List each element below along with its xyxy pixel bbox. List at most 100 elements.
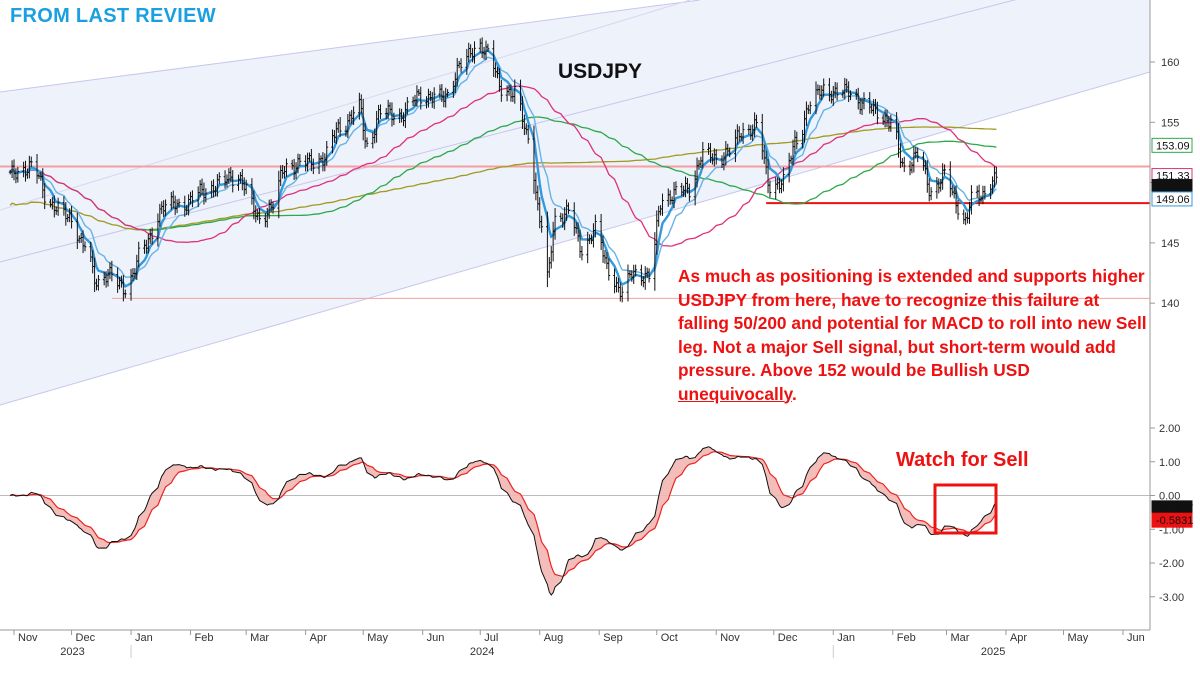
price-bar xyxy=(298,154,302,166)
price-bar xyxy=(16,167,20,183)
price-bar xyxy=(137,241,141,268)
price-tick-label: 155 xyxy=(1161,117,1179,129)
month-label: Sep xyxy=(603,632,623,644)
macd-tick-label: 1.00 xyxy=(1159,457,1180,469)
value-tag: -0.1887 xyxy=(1151,500,1193,516)
price-bar xyxy=(593,214,597,238)
price-bar xyxy=(392,112,396,126)
month-label: Jun xyxy=(427,632,445,644)
macd-tick-label: -2.00 xyxy=(1159,558,1184,570)
month-label: May xyxy=(367,632,388,644)
ma-fast-line xyxy=(9,49,998,288)
price-bar xyxy=(889,114,893,132)
svg-text:153.09: 153.09 xyxy=(1156,140,1190,152)
price-bar xyxy=(123,289,127,299)
price-bar xyxy=(164,199,167,217)
watch-for-sell-box xyxy=(933,483,998,535)
price-bar xyxy=(97,275,100,291)
macd-histogram-fill xyxy=(10,446,997,595)
month-label: Dec xyxy=(76,632,96,644)
month-label: Mar xyxy=(950,632,969,644)
price-bar xyxy=(499,79,503,102)
price-bar xyxy=(540,215,544,233)
price-bar xyxy=(580,245,584,261)
price-bar xyxy=(607,258,611,281)
price-bar xyxy=(916,147,920,163)
macd-tick-label: -3.00 xyxy=(1159,592,1184,604)
price-bar xyxy=(526,124,530,144)
channel-top-line xyxy=(0,0,701,93)
price-bar xyxy=(43,182,47,210)
price-bar xyxy=(285,158,288,177)
price-bar xyxy=(647,268,651,283)
price-bar xyxy=(956,200,960,220)
price-bar xyxy=(29,156,33,168)
month-label: May xyxy=(1068,632,1089,644)
year-label: 2023 xyxy=(60,646,84,658)
price-bar xyxy=(352,106,356,125)
price-bar xyxy=(943,164,946,176)
macd-ticks: 2.001.000.00-1.00-2.00-3.00 xyxy=(1150,423,1184,604)
ma200-line xyxy=(9,126,997,231)
price-tick-label: 160 xyxy=(1161,57,1179,69)
price-bar xyxy=(634,264,638,277)
year-label: 2024 xyxy=(470,646,494,658)
value-tag: 153.09 xyxy=(1151,137,1193,153)
price-bar xyxy=(994,166,998,184)
svg-text:-0.1887: -0.1887 xyxy=(1156,503,1193,515)
price-bar xyxy=(714,149,718,165)
svg-text:149.84: 149.84 xyxy=(1156,182,1190,194)
price-bar xyxy=(741,122,745,144)
macd-line xyxy=(9,446,997,596)
price-tick-label: 140 xyxy=(1161,298,1179,310)
price-bar xyxy=(567,202,570,214)
header-label: FROM LAST REVIEW xyxy=(10,5,216,27)
price-bar xyxy=(446,89,450,98)
channel-upper-line xyxy=(0,0,691,211)
price-bar xyxy=(620,286,624,303)
month-label: Apr xyxy=(310,632,327,644)
ma-slow-line xyxy=(9,56,997,278)
price-bar xyxy=(768,180,772,198)
price-bar xyxy=(513,79,517,104)
month-label: Aug xyxy=(544,632,564,644)
month-label: Nov xyxy=(720,632,740,644)
price-bar xyxy=(687,183,691,202)
price-bar xyxy=(311,158,315,175)
price-bar xyxy=(902,156,906,173)
year-label: 2025 xyxy=(981,646,1005,658)
month-ticks: Nov Dec Jan Feb Mar Apr May Jun Jul Aug Sep Oct Nov D… xyxy=(13,630,1145,644)
price-bar xyxy=(459,58,463,73)
month-label: Feb xyxy=(897,632,916,644)
analysis-annotation: As much as positioning is extended and s… xyxy=(678,265,1148,406)
macd-signal-line xyxy=(10,451,997,577)
price-bar xyxy=(325,140,329,166)
month-label: Oct xyxy=(661,632,678,644)
month-label: Jun xyxy=(1127,632,1145,644)
price-bar xyxy=(150,227,154,245)
price-bar xyxy=(728,147,732,158)
price-bar xyxy=(83,241,87,252)
price-bar xyxy=(258,208,261,224)
price-bar xyxy=(701,141,705,169)
month-label: Mar xyxy=(250,632,269,644)
price-bar xyxy=(177,198,181,208)
price-bar xyxy=(110,260,114,282)
price-bar xyxy=(231,170,235,193)
chart-title: USDJPY xyxy=(558,60,643,83)
price-bar xyxy=(674,181,678,195)
ma100-line xyxy=(9,116,997,231)
price-bar xyxy=(365,137,369,148)
price-bar xyxy=(808,101,812,115)
price-bar xyxy=(419,86,423,110)
watch-for-sell-label: Watch for Sell xyxy=(896,449,1029,471)
price-bar xyxy=(56,197,60,216)
price-bar xyxy=(862,92,866,110)
price-bar xyxy=(405,97,409,115)
macd-tick-label: 2.00 xyxy=(1159,423,1180,435)
price-tick-label: 145 xyxy=(1161,238,1179,250)
price-bar xyxy=(849,90,852,101)
y-axis: 140145150155160 2.001.000.00-1.00-2.00-3… xyxy=(1149,0,1193,630)
